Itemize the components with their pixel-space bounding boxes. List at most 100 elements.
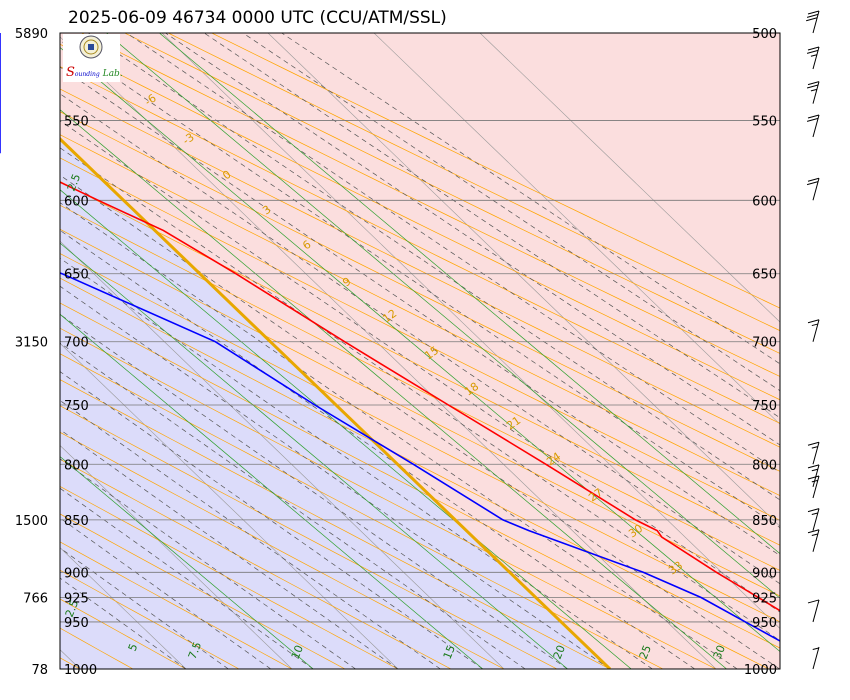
pressure-label-left: 950	[64, 616, 89, 631]
mixing-ratio-lines	[60, 33, 780, 669]
dry-adiabat-line	[60, 353, 664, 669]
wind-barb	[806, 81, 820, 104]
wind-barb	[807, 464, 820, 488]
isotherm-line	[161, 33, 780, 629]
dry-adiabat-line	[167, 33, 780, 332]
wind-barbs	[806, 10, 820, 670]
pressure-label-right: 850	[752, 514, 777, 529]
logo-seal-center-icon	[88, 44, 94, 50]
wind-barb	[806, 177, 820, 201]
moist-adiabat-line	[60, 229, 695, 669]
height-label: 1500	[15, 514, 48, 529]
lab-logo: Sounding Lab.	[63, 34, 123, 82]
pressure-label-left: 850	[64, 514, 89, 529]
mixing-ratio-line	[60, 189, 632, 669]
mixing-ratio-line	[159, 33, 780, 555]
isotherm-line	[267, 33, 780, 527]
mixing-ratio-line	[60, 46, 780, 653]
dry-adiabat-line	[60, 569, 240, 669]
wind-barb	[807, 599, 820, 623]
pressure-label-right: 500	[752, 27, 777, 42]
dry-adiabats	[60, 33, 780, 669]
pressure-label-right: 1000	[744, 663, 777, 678]
isotherm-line	[60, 547, 187, 669]
dry-adiabat-line	[60, 327, 717, 669]
isotherm-line	[60, 445, 293, 669]
dry-adiabat-line	[60, 513, 346, 669]
moist-adiabat-line	[60, 39, 780, 529]
height-label: 766	[23, 591, 48, 606]
mixing-ratio-label: 30	[711, 643, 728, 661]
dry-adiabat-line	[60, 157, 780, 521]
moist-adiabat-line	[60, 147, 780, 642]
logo-word: ounding	[75, 71, 100, 78]
moist-adiabat-line	[60, 93, 780, 585]
pressure-label-left: 925	[64, 591, 89, 606]
dry-adiabat-line	[124, 33, 780, 354]
dry-adiabat-line	[60, 379, 611, 669]
wind-barb	[806, 10, 820, 34]
mixing-ratio-label: 5	[126, 642, 141, 653]
dry-adiabat-line	[60, 88, 780, 448]
pressure-labels-inner: 550 600 650 700 750 800 850 900 925 950 1000	[64, 114, 97, 678]
mixing-ratio-label: 2.5	[63, 598, 82, 619]
dry-adiabat-line	[60, 181, 780, 546]
moist-adiabat-line	[60, 577, 187, 669]
moist-adiabat-line	[203, 33, 780, 419]
moist-adiabat-line	[164, 33, 780, 446]
moist-adiabat-line	[60, 174, 780, 669]
pressure-label-right: 700	[752, 336, 777, 351]
pressure-label-right: 750	[752, 399, 777, 414]
dry-adiabat-line	[80, 33, 780, 377]
isotherm-line	[479, 33, 780, 323]
pressure-label-left: 600	[64, 194, 89, 209]
mixing-ratio-line	[60, 313, 484, 669]
moist-adiabat-line	[87, 33, 780, 501]
zero-degree-isotherm	[60, 136, 612, 669]
dry-adiabat-line	[60, 66, 780, 424]
pressure-label-left: 800	[64, 458, 89, 473]
dry-adiabat-line	[60, 43, 780, 401]
dry-adiabat-line	[60, 405, 558, 669]
pressure-labels-right: 500 550 600 650 700 750 800 850 900 925 950 1000	[744, 27, 777, 678]
dry-adiabat-line	[60, 253, 780, 623]
logo-lab: Lab.	[102, 69, 123, 79]
isotherm-line	[60, 342, 399, 669]
temperature-profile	[60, 181, 780, 612]
pressure-label-left: 550	[64, 114, 89, 129]
moist-adiabat-line	[60, 371, 484, 669]
isotherm-line	[60, 36, 717, 669]
wind-barb	[806, 114, 820, 138]
mixing-ratio-labels: 2.5 5 7.5 10 15 20 25 30 2.5	[63, 172, 728, 661]
mixing-ratio-label: 15	[441, 643, 458, 661]
mixing-ratio-line	[106, 33, 780, 599]
logo-letter: S	[66, 65, 75, 80]
mixing-ratio-line	[60, 456, 314, 669]
mixing-ratio-label: 7.5	[186, 640, 205, 661]
moist-adiabat-line	[126, 33, 780, 473]
dry-adiabat-line	[60, 485, 399, 669]
pressure-label-right: 950	[752, 616, 777, 631]
isotherm-line	[60, 240, 505, 669]
dry-adiabat-line	[60, 228, 780, 597]
pressure-label-left: 750	[64, 399, 89, 414]
moist-adiabat-line	[242, 33, 780, 392]
pressure-label-right: 925	[752, 591, 777, 606]
pressure-label-left: 700	[64, 336, 89, 351]
isotherm-line	[373, 33, 780, 425]
wind-barb	[807, 475, 820, 499]
moist-adiabat-line	[60, 202, 738, 669]
chart-title: 2025-06-09 46734 0000 UTC (CCU/ATM/SSL)	[68, 8, 447, 28]
dry-adiabat-line	[60, 541, 293, 669]
dry-adiabat-line	[211, 33, 780, 309]
wind-barb	[807, 319, 820, 342]
dry-adiabat-line	[60, 458, 452, 669]
pressure-label-right: 550	[752, 114, 777, 129]
moist-adiabat-line	[60, 314, 568, 669]
isobars	[60, 33, 780, 669]
pressure-label-right: 650	[752, 268, 777, 283]
wind-barb	[807, 529, 820, 552]
